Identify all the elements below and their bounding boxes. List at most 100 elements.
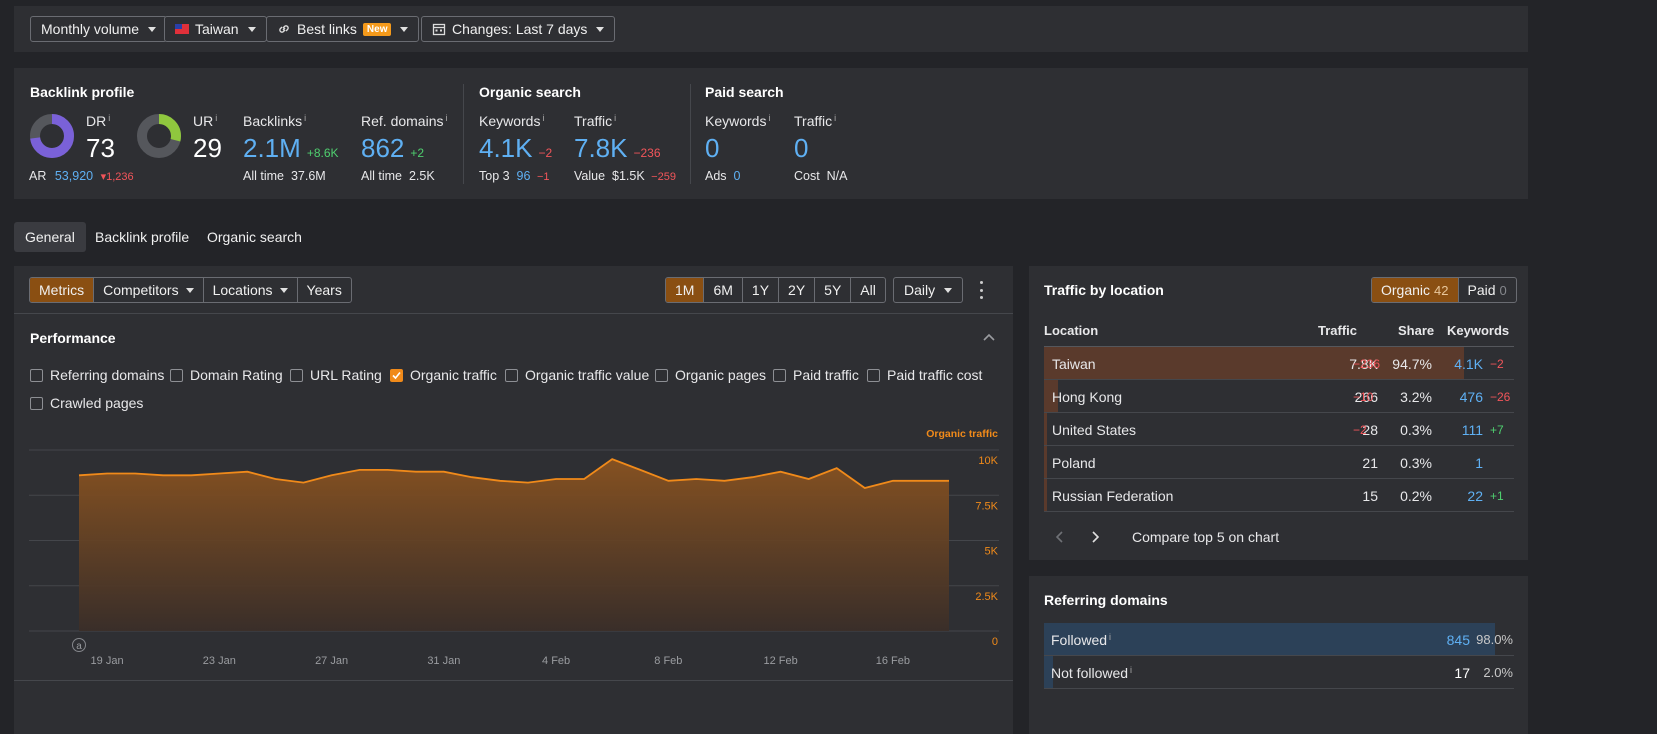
header-share[interactable]: Share [1398, 323, 1435, 338]
chevron-left-icon[interactable] [1055, 530, 1065, 544]
checkbox-unchecked-icon[interactable] [170, 368, 183, 382]
divider [14, 680, 1013, 681]
checkbox-organic-traffic-value[interactable]: Organic traffic value [505, 367, 649, 383]
chevron-right-icon[interactable] [1090, 530, 1100, 544]
annotation-marker-icon[interactable]: a [72, 638, 86, 653]
tab-organic-search[interactable]: Organic search [207, 229, 302, 245]
location-table-header: Location Traffic Share Keywords [1044, 322, 1514, 347]
info-icon[interactable]: i [834, 113, 837, 123]
country-dropdown[interactable]: Taiwan [164, 16, 267, 42]
paid-traffic-value[interactable]: 0 [794, 133, 809, 163]
organic-traffic-value[interactable]: 7.8K −236 [574, 133, 661, 163]
location-keywords[interactable]: 22 [1467, 488, 1483, 504]
header-location[interactable]: Location [1044, 323, 1099, 338]
dr-label: DR i [86, 113, 111, 129]
location-keywords-delta: −2 [1490, 357, 1504, 371]
location-name[interactable]: Taiwan [1052, 356, 1096, 372]
refdomain-value[interactable]: 845 [1446, 632, 1470, 648]
header-keywords[interactable]: Keywords [1447, 323, 1510, 338]
checkbox-checked-icon[interactable] [390, 368, 403, 382]
checkbox-unchecked-icon[interactable] [290, 368, 303, 382]
location-name[interactable]: Russian Federation [1052, 488, 1174, 504]
range-6m[interactable]: 6M [704, 278, 743, 302]
organic-keywords-value[interactable]: 4.1K −2 [479, 133, 553, 163]
location-name[interactable]: Poland [1052, 455, 1096, 471]
location-name[interactable]: Hong Kong [1052, 389, 1123, 405]
view-locations[interactable]: Locations [204, 278, 298, 302]
x-tick-label: 31 Jan [427, 655, 460, 667]
info-icon[interactable]: i [215, 113, 218, 123]
toggle-organic[interactable]: Organic 42 [1372, 278, 1459, 302]
info-icon[interactable]: i [1109, 632, 1112, 642]
checkbox-url-rating[interactable]: URL Rating [290, 367, 382, 383]
checkbox-crawled-pages[interactable]: Crawled pages [30, 395, 143, 411]
checkbox-unchecked-icon[interactable] [30, 396, 43, 410]
collapse-chevron-icon[interactable] [983, 332, 995, 342]
compare-top5-link[interactable]: Compare top 5 on chart [1132, 529, 1280, 545]
performance-title: Performance [30, 330, 116, 346]
checkbox-unchecked-icon[interactable] [867, 368, 880, 382]
ar-value[interactable]: 53,920 [54, 169, 94, 183]
table-row[interactable]: Hong Kong 266 −10 3.2% 476 −26 [1044, 380, 1514, 413]
location-keywords[interactable]: 476 [1459, 389, 1483, 405]
info-icon[interactable]: i [108, 113, 111, 123]
organic-traffic-chart: 10K 7.5K 5K 2.5K 0 Organic traffic 19 Jan 23 Ja… [29, 428, 999, 667]
location-keywords[interactable]: 111 [1461, 422, 1483, 438]
info-icon[interactable]: i [445, 113, 448, 123]
checkbox-paid-traffic[interactable]: Paid traffic [773, 367, 859, 383]
referring-domains-title: Referring domains [1044, 592, 1168, 608]
checkbox-unchecked-icon[interactable] [505, 368, 518, 382]
range-5y[interactable]: 5Y [815, 278, 852, 302]
organic-traffic-line[interactable] [78, 458, 949, 489]
location-name[interactable]: United States [1052, 422, 1137, 438]
referring-domain-row[interactable]: Followed i 845 98.0% [1044, 623, 1514, 656]
share-bar [1044, 656, 1053, 688]
paid-traffic-label: Traffic i [794, 113, 837, 129]
checkbox-domain-rating[interactable]: Domain Rating [170, 367, 283, 383]
range-1y[interactable]: 1Y [743, 278, 780, 302]
view-competitors[interactable]: Competitors [94, 278, 204, 302]
best-links-dropdown[interactable]: Best links New [266, 16, 420, 42]
ar-row: AR 53,920 ▾1,236 [29, 169, 134, 183]
toggle-paid[interactable]: Paid 0 [1467, 282, 1507, 298]
checkbox-label: Paid traffic cost [887, 367, 983, 383]
view-years[interactable]: Years [306, 282, 342, 298]
location-keywords[interactable]: 1 [1475, 455, 1483, 471]
table-row[interactable]: United States 28 −2 0.3% 111 +7 [1044, 413, 1514, 446]
range-2y[interactable]: 2Y [779, 278, 816, 302]
tab-backlink-profile[interactable]: Backlink profile [95, 229, 190, 245]
x-tick-label: 19 Jan [91, 655, 124, 667]
volume-dropdown[interactable]: Monthly volume [30, 16, 168, 42]
checkbox-organic-traffic[interactable]: Organic traffic [390, 367, 497, 383]
range-1m[interactable]: 1M [666, 278, 705, 302]
info-icon[interactable]: i [768, 113, 771, 123]
more-options-icon[interactable] [978, 281, 984, 299]
range-all[interactable]: All [860, 282, 876, 298]
paid-keywords-value[interactable]: 0 [705, 133, 720, 163]
tab-general[interactable]: General [14, 222, 86, 252]
checkbox-referring-domains[interactable]: Referring domains [30, 367, 164, 383]
table-row[interactable]: Russian Federation 15 0.2% 22 +1 [1044, 479, 1514, 512]
checkbox-organic-pages[interactable]: Organic pages [655, 367, 766, 383]
table-row[interactable]: Taiwan 7.8K −236 94.7% 4.1K −2 [1044, 347, 1514, 380]
header-traffic[interactable]: Traffic [1318, 323, 1358, 338]
view-metrics[interactable]: Metrics [30, 278, 95, 302]
checkbox-unchecked-icon[interactable] [773, 368, 786, 382]
info-icon[interactable]: i [542, 113, 545, 123]
referring-domain-row[interactable]: Not followed i 17 2.0% [1044, 656, 1514, 689]
location-share: 0.3% [1400, 422, 1432, 438]
checkbox-unchecked-icon[interactable] [30, 368, 43, 382]
checkbox-paid-traffic-cost[interactable]: Paid traffic cost [867, 367, 982, 383]
x-tick-label: 8 Feb [654, 655, 682, 667]
interval-dropdown[interactable]: Daily [893, 277, 964, 303]
backlinks-value[interactable]: 2.1M +8.6K [243, 133, 339, 163]
refdomain-value[interactable]: 17 [1454, 665, 1470, 681]
table-row[interactable]: Poland 21 0.3% 1 [1044, 446, 1514, 479]
refdomains-value[interactable]: 862 +2 [361, 133, 425, 163]
changes-dropdown[interactable]: Changes: Last 7 days [421, 16, 616, 42]
checkbox-unchecked-icon[interactable] [655, 368, 668, 382]
info-icon[interactable]: i [304, 113, 307, 123]
info-icon[interactable]: i [614, 113, 617, 123]
info-icon[interactable]: i [1130, 665, 1133, 675]
location-keywords[interactable]: 4.1K [1454, 356, 1483, 372]
